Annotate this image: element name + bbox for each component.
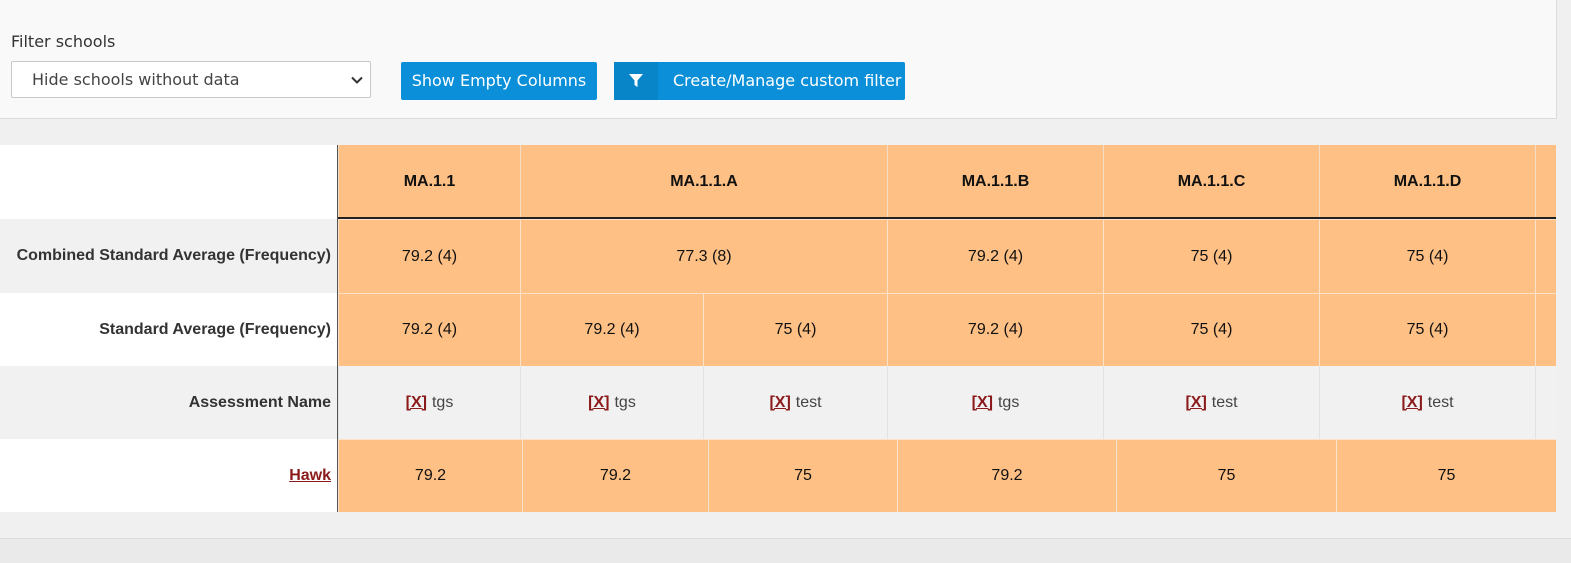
standard-average-label: Standard Average (Frequency): [0, 293, 338, 366]
assessment-name: tgs: [997, 393, 1020, 411]
filter-panel: Filter schools Hide schools without data…: [0, 0, 1557, 119]
assessment-name: test: [1211, 393, 1238, 411]
assessment-name-label: Assessment Name: [0, 366, 338, 439]
standard-header: MA.1.1.B: [887, 145, 1103, 219]
standard-header: MA.1.1.A: [520, 145, 887, 219]
standard-header: MA.1.1.C: [1103, 145, 1319, 219]
filter-schools-label: Filter schools: [11, 32, 116, 51]
standard-average-cell: 79.2 (4): [338, 293, 520, 366]
school-score-cell: 79.2: [897, 439, 1116, 512]
standard-average-cell: 75 (4): [1103, 293, 1319, 366]
filter-icon: [629, 74, 643, 87]
assessment-name: tgs: [614, 393, 636, 411]
custom-filter-button[interactable]: Create/Manage custom filter: [614, 62, 905, 100]
standard-header: MA.1.1.D: [1319, 145, 1535, 219]
standard-average-cell: 75 (4): [703, 293, 887, 366]
school-score-cell: 75: [1336, 439, 1556, 512]
assessment-cell: [X] test: [1319, 366, 1535, 439]
header-divider: [338, 217, 1556, 219]
remove-assessment-link[interactable]: [X]: [588, 393, 610, 411]
assessment-name: test: [1427, 393, 1454, 411]
school-name-cell: Hawk: [0, 439, 338, 512]
school-filter-selected: Hide schools without data: [32, 70, 240, 89]
assessment-cell: [X] tgs: [520, 366, 703, 439]
chevron-down-icon: [351, 76, 363, 84]
combined-average-cell: 75 (4): [1103, 219, 1319, 293]
show-empty-columns-button[interactable]: Show Empty Columns: [401, 62, 597, 100]
remove-assessment-link[interactable]: [X]: [769, 393, 791, 411]
combined-average-cell: 79.2 (4): [887, 219, 1103, 293]
assessment-cell: [X] tgs: [887, 366, 1103, 439]
assessment-name: test: [795, 393, 822, 411]
label-column-divider: [337, 145, 338, 512]
remove-assessment-link[interactable]: [X]: [971, 393, 993, 411]
filter-icon-box: [614, 62, 658, 100]
combined-average-cell: 75 (4): [1319, 219, 1535, 293]
school-score-cell: 79.2: [338, 439, 522, 512]
assessment-cell: [X] test: [1103, 366, 1319, 439]
standard-header: MA.1.1: [338, 145, 520, 219]
combined-average-cell: 79.2 (4): [338, 219, 520, 293]
custom-filter-label: Create/Manage custom filter: [673, 71, 902, 90]
school-score-cell: 79.2: [522, 439, 708, 512]
assessment-cell: [X] tgs: [338, 366, 520, 439]
school-score-cell: 75: [708, 439, 897, 512]
assessment-cell: [X] test: [703, 366, 887, 439]
remove-assessment-link[interactable]: [X]: [1401, 393, 1423, 411]
assessment-cell-partial: [1535, 366, 1556, 439]
remove-assessment-link[interactable]: [X]: [1185, 393, 1207, 411]
school-link[interactable]: Hawk: [289, 466, 331, 484]
school-score-cell: 75: [1116, 439, 1336, 512]
combined-average-cell: 77.3 (8): [520, 219, 887, 293]
standard-average-cell: 75 (4): [1319, 293, 1535, 366]
standard-average-cell-partial: [1535, 293, 1556, 366]
assessment-name: tgs: [431, 393, 454, 411]
school-filter-select[interactable]: Hide schools without data: [11, 61, 371, 98]
combined-average-cell-partial: [1535, 219, 1556, 293]
standard-average-cell: 79.2 (4): [520, 293, 703, 366]
footer-band: [0, 538, 1571, 563]
combined-average-label: Combined Standard Average (Frequency): [0, 219, 338, 293]
remove-assessment-link[interactable]: [X]: [405, 393, 427, 411]
corner-cell: [0, 145, 338, 219]
standard-header-partial: [1535, 145, 1556, 219]
standard-average-cell: 79.2 (4): [887, 293, 1103, 366]
